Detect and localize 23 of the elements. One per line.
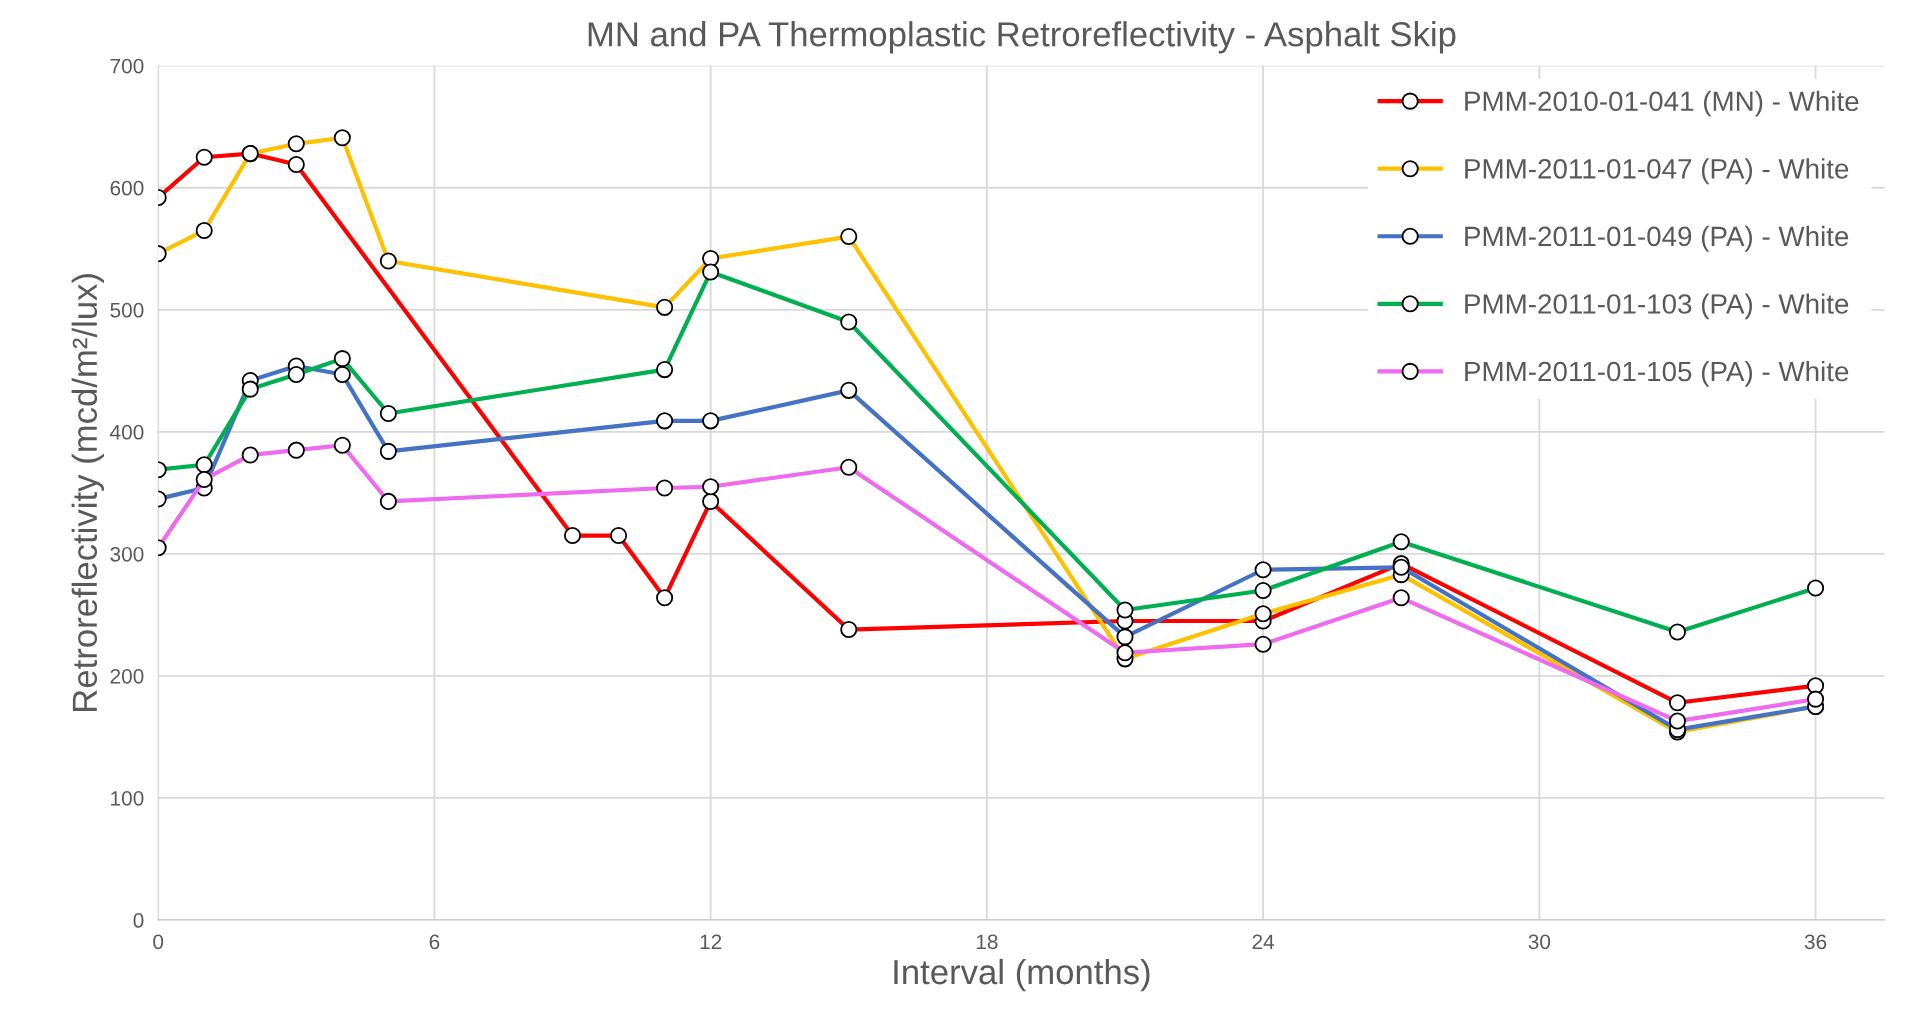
y-tick-label: 700 xyxy=(110,58,144,74)
x-tick-label: 30 xyxy=(1528,934,1551,950)
x-tick-label: 18 xyxy=(976,934,998,950)
legend-label: PMM-2010-01-041 (MN) - White xyxy=(1465,90,1859,117)
legend-label: PMM-2011-01-047 (PA) - White xyxy=(1465,158,1849,185)
y-axis-title: Retroreflectivity (mcd/m²/lux) xyxy=(71,274,104,711)
y-tick-label: 300 xyxy=(110,546,144,562)
x-tick-label: 36 xyxy=(1804,934,1827,950)
x-axis-title: Interval (months) xyxy=(894,958,1150,992)
legend-label: PMM-2011-01-049 (PA) - White xyxy=(1465,225,1849,252)
x-tick-label: 24 xyxy=(1252,934,1275,949)
y-tick-label: 100 xyxy=(111,790,144,806)
y-tick-label: 200 xyxy=(110,668,144,684)
y-tick-label: 500 xyxy=(110,302,144,318)
chart-title: MN and PA Thermoplastic Retroreflectivity - Asphalt Skip xyxy=(588,21,1456,54)
y-tick-label: 400 xyxy=(110,424,144,440)
legend-label: PMM-2011-01-105 (PA) - White xyxy=(1465,360,1849,387)
x-tick-label: 6 xyxy=(429,934,440,950)
legend-label: PMM-2011-01-103 (PA) - White xyxy=(1465,293,1849,320)
y-tick-label: 0 xyxy=(133,913,144,928)
x-tick-label: 12 xyxy=(700,934,722,949)
x-tick-label: 0 xyxy=(153,934,164,950)
y-tick-label: 600 xyxy=(110,180,144,196)
